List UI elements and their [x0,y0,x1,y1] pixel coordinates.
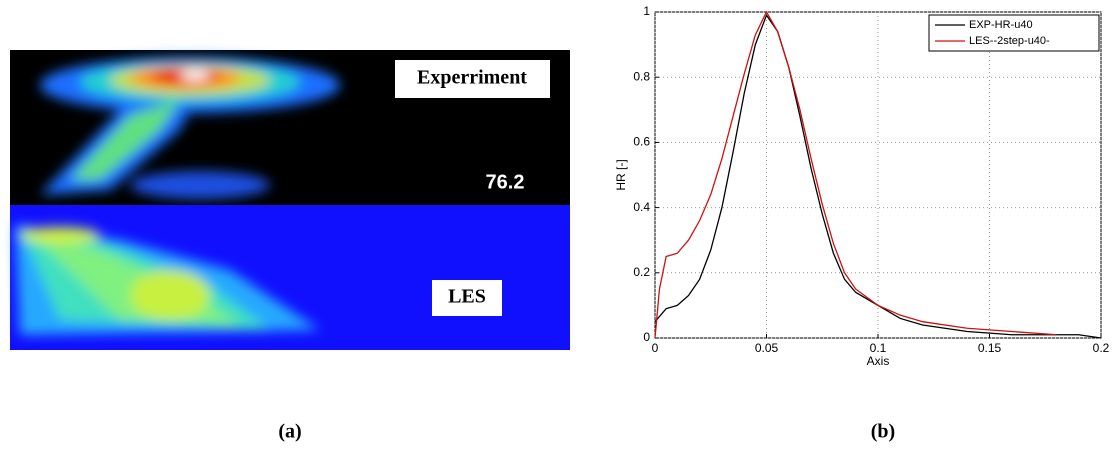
x-tick-label: 0 [652,341,659,355]
y-tick-label: 0.8 [633,69,650,83]
legend-label: EXP-HR-u40 [969,19,1033,31]
x-axis-label: Axis [867,354,890,368]
x-tick-label: 0.15 [978,341,1002,355]
panel-label: 76.2 [486,171,525,193]
x-tick-label: 0.05 [755,341,779,355]
caption: (a) [278,421,301,443]
legend-label: LES--2step-u40- [969,35,1050,47]
x-tick-label: 0.1 [870,341,887,355]
y-tick-label: 0.4 [633,200,650,214]
y-tick-label: 0 [643,330,650,344]
panel-label: Experriment [417,67,527,89]
y-tick-label: 0.2 [633,265,650,279]
caption: (b) [871,421,895,443]
y-axis-label: HR [-] [614,159,628,190]
x-tick-label: 0.2 [1093,341,1110,355]
y-tick-label: 1 [643,4,650,18]
y-tick-label: 0.6 [633,135,650,149]
panel-label: LES [448,286,486,308]
panel-a: Experriment 76.2 LES (a) [10,50,570,443]
figure: Experriment 76.2 LES (a) (b) 0 0.05 0.1 0.1… [0,0,1117,448]
